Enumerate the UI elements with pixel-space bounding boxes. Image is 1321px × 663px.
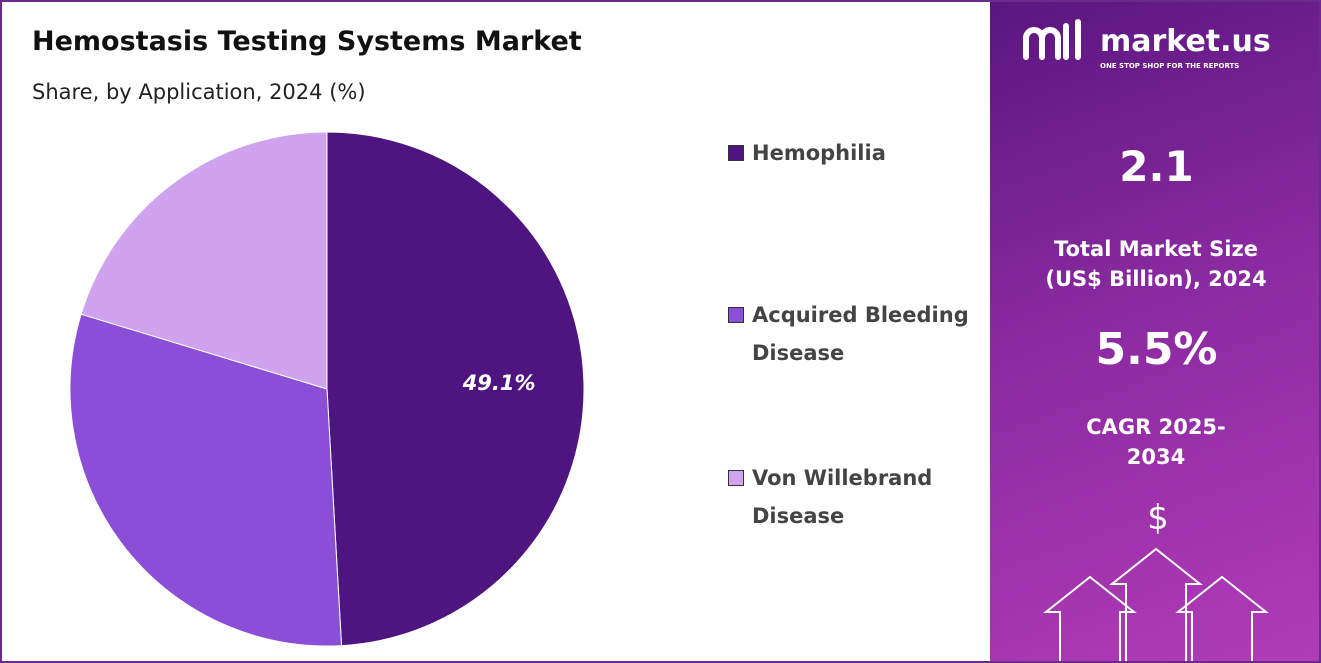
legend-label: Von Willebrand Disease (752, 466, 933, 528)
cagr-label: CAGR 2025-2034 (1086, 415, 1226, 469)
panel-decoration: $ (1023, 19, 1269, 661)
market-size: 2.1 (1119, 142, 1194, 191)
legend-label: Hemophilia (752, 141, 886, 165)
pie-slice (80, 131, 328, 390)
legend-item: Von Willebrand Disease (728, 459, 978, 535)
market-size-label: Total Market Size (US$ Billion), 2024 (1045, 237, 1267, 291)
legend-swatch (728, 470, 744, 486)
pie-slice (326, 131, 585, 647)
chart-subtitle: Share, by Application, 2024 (%) (32, 80, 366, 104)
side-panel: $ market.us ONE STOP SHOP FOR THE REPORT… (990, 2, 1319, 661)
legend-label: Acquired Bleeding Disease (752, 303, 969, 365)
pie-slice (69, 313, 343, 647)
legend-item: Hemophilia (728, 134, 978, 172)
tagline: ONE STOP SHOP FOR THE REPORTS (1100, 62, 1240, 70)
legend-item: Acquired Bleeding Disease (728, 296, 978, 372)
brand: market.us (1100, 24, 1271, 59)
legend-swatch (728, 145, 744, 161)
pie-chart: 49.1% (69, 131, 585, 647)
legend-swatch (728, 307, 744, 323)
dollar-icon: $ (1147, 498, 1169, 538)
cagr: 5.5% (1095, 324, 1218, 375)
data-label: 49.1% (462, 371, 536, 395)
chart-title: Hemostasis Testing Systems Market (32, 26, 582, 57)
